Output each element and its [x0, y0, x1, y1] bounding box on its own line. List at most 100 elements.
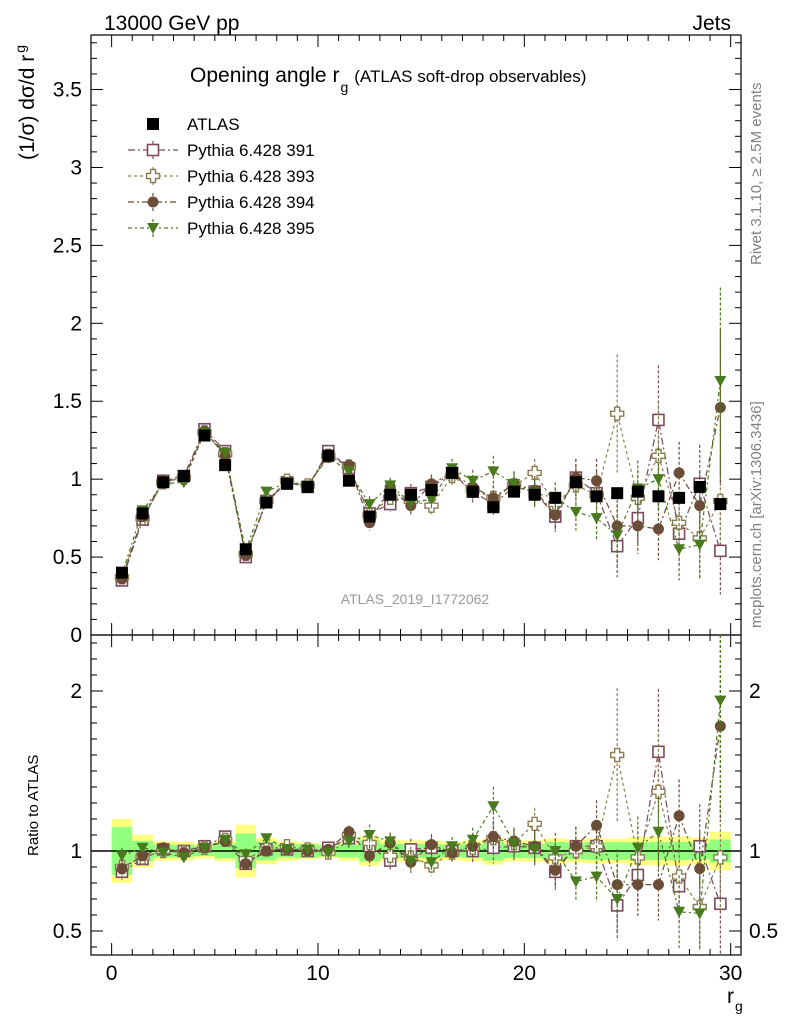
y-label-main: (1/σ) dσ/d r — [16, 55, 39, 160]
ratio-point — [362, 835, 377, 851]
ratio-point — [631, 842, 644, 854]
ratio-point — [446, 841, 459, 853]
ratio-point — [363, 830, 376, 841]
data-point — [466, 475, 479, 487]
data-point — [693, 539, 706, 551]
data-point — [322, 449, 335, 462]
data-point — [301, 480, 314, 493]
data-point — [714, 544, 727, 558]
data-point — [549, 509, 561, 521]
y-tick-label: 0 — [70, 624, 82, 647]
data-point — [508, 485, 521, 498]
ratio-point — [611, 894, 624, 905]
ratio-y-tick-label: 1 — [70, 840, 82, 863]
analysis-watermark: ATLAS_2019_I1772062 — [341, 591, 490, 607]
data-point — [652, 413, 665, 427]
series-line — [121, 413, 721, 578]
ratio-point — [591, 819, 603, 831]
data-point — [404, 488, 417, 501]
ratio-point — [383, 848, 398, 863]
legend-marker — [147, 196, 159, 208]
data-point — [508, 478, 521, 490]
legend-item: Pythia 6.428 395 — [128, 219, 315, 238]
data-point — [446, 466, 459, 479]
series-ratio-line — [121, 700, 721, 915]
legend-label: ATLAS — [187, 115, 240, 134]
ratio-point — [342, 836, 355, 848]
legend-marker — [147, 223, 159, 234]
ratio-point — [260, 833, 273, 845]
legend: ATLAS Pythia 6.428 391 Pythia 6.428 393 Pyt… — [128, 115, 315, 238]
ratio-point — [384, 836, 397, 848]
series-line — [121, 419, 721, 581]
data-point — [425, 494, 438, 506]
data-point — [673, 491, 686, 504]
ratio-y-tick-label-right: 0.5 — [749, 920, 778, 943]
ratio-point — [632, 879, 644, 891]
ratio-point — [549, 846, 562, 857]
ratio-point — [425, 857, 438, 869]
x-tick-label: 10 — [306, 962, 329, 985]
legend-marker — [146, 143, 160, 157]
data-point — [342, 474, 355, 487]
data-point — [714, 375, 727, 387]
ratio-point — [713, 850, 728, 865]
x-tick-label: 20 — [513, 962, 536, 985]
y-label-sub: g — [12, 45, 28, 53]
legend-item: Pythia 6.428 391 — [128, 141, 315, 160]
data-point — [652, 490, 665, 503]
ratio-point — [652, 879, 664, 891]
data-marks — [114, 287, 728, 955]
data-point — [590, 490, 603, 503]
legend-label: Pythia 6.428 395 — [187, 219, 315, 238]
ratio-frame — [90, 634, 742, 956]
ratio-point — [651, 784, 666, 799]
legend-item: Pythia 6.428 393 — [128, 167, 315, 186]
data-point — [239, 543, 252, 556]
data-point — [487, 501, 500, 514]
x-label-sub: g — [735, 998, 743, 1014]
data-point — [673, 467, 685, 479]
ratio-point — [364, 850, 376, 862]
data-point — [115, 566, 128, 579]
data-point — [652, 474, 665, 486]
data-point — [219, 459, 232, 472]
data-point — [487, 466, 500, 478]
x-tick-label: 0 — [106, 962, 118, 985]
ratio-point — [528, 844, 541, 856]
y-tick-label: 3.5 — [53, 79, 82, 102]
ratio-point — [404, 855, 417, 867]
data-point — [384, 488, 397, 501]
ratio-point — [590, 871, 603, 883]
data-point — [177, 470, 190, 483]
data-point — [260, 496, 273, 509]
series-ratio-line — [121, 754, 721, 909]
data-point — [157, 476, 170, 489]
data-point — [693, 480, 706, 493]
data-point — [136, 507, 149, 520]
energy-label: 13000 GeV pp — [104, 12, 239, 35]
ratio-point — [487, 831, 499, 843]
y-axis-label: (1/σ) dσ/d r g — [12, 45, 39, 160]
ratio-y-tick-label: 0.5 — [53, 920, 82, 943]
ratio-point — [301, 844, 314, 856]
mcplots-side-text: mcplots.cern.ch [arXiv:1306.3436] — [748, 401, 765, 628]
ratio-y-tick-label: 2 — [70, 680, 82, 703]
data-point — [198, 429, 211, 442]
ratio-point — [137, 850, 149, 862]
process-label: Jets — [692, 12, 731, 35]
data-point — [466, 485, 479, 498]
series-atlas — [115, 429, 727, 579]
ratio-point — [239, 849, 252, 861]
data-point — [487, 492, 499, 504]
ratio-point — [549, 864, 561, 876]
data-point — [281, 477, 294, 490]
ratio-point — [466, 834, 479, 846]
data-point — [609, 406, 625, 421]
ratio-point — [115, 850, 128, 862]
data-point — [528, 488, 541, 501]
data-point — [569, 506, 582, 518]
ratio-point — [177, 852, 190, 864]
ratio-point — [609, 747, 625, 763]
y-tick-label: 1 — [70, 468, 82, 491]
